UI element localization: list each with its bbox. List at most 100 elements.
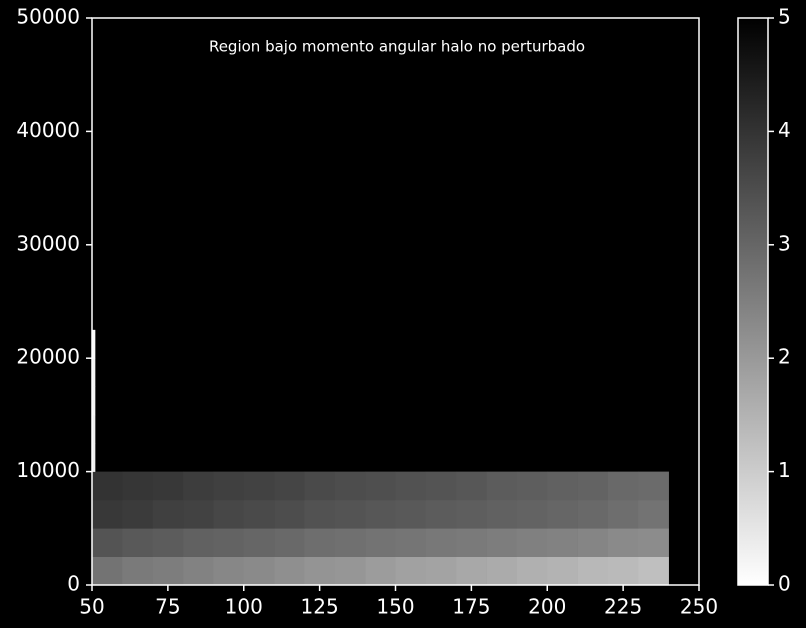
x-tick-label: 175 [452,595,490,619]
heatmap-cell [92,358,96,387]
heatmap-cell [334,471,366,501]
heatmap-cell [577,528,609,557]
heatmap-cell [547,528,578,557]
heatmap-cell [183,528,214,557]
colorbar-tick-label: 3 [778,231,791,255]
heatmap-cell [92,443,96,472]
heatmap-cell [334,528,366,557]
heatmap-cell [274,471,305,501]
heatmap-cell [425,528,457,557]
heatmap-cell [334,556,366,586]
heatmap-cell [334,499,366,529]
heatmap-cell [486,471,518,501]
x-tick-label: 100 [225,595,263,619]
y-tick-label: 0 [67,572,80,596]
heatmap-cell [638,556,669,586]
heatmap-cell [516,499,548,529]
heatmap-cell [92,329,96,359]
heatmap-cell [547,556,578,586]
heatmap-cell [395,499,427,529]
heatmap-cell [547,471,578,501]
heatmap-cell [365,471,396,501]
heatmap-cell [92,414,96,444]
heatmap-cell [425,556,457,586]
heatmap-cell [152,556,184,586]
y-tick-label: 30000 [16,231,80,255]
heatmap-cell [365,528,396,557]
heatmap-cell [425,499,457,529]
heatmap-cell [547,499,578,529]
heatmap-cell [425,471,457,501]
heatmap-cell [92,556,123,586]
heatmap-cell [577,556,609,586]
heatmap-cell [213,499,245,529]
heatmap-cell [486,528,518,557]
heatmap-cell [243,471,275,501]
heatmap-cell [456,556,487,586]
heatmap-cell [516,556,548,586]
heatmap-cell [122,471,153,501]
heatmap-cell [92,499,123,529]
heatmap-cell [152,499,184,529]
colorbar-tick-label: 0 [778,572,791,596]
y-tick-label: 20000 [16,345,80,369]
heatmap-cell [213,528,245,557]
x-tick-label: 125 [301,595,339,619]
colorbar [738,18,768,585]
heatmap-cell [607,528,639,557]
x-tick-label: 225 [604,595,642,619]
heatmap-cell [122,528,153,557]
heatmap-cell [638,528,669,557]
heatmap-cell [607,556,639,586]
colorbar-tick-label: 4 [778,118,791,142]
heatmap-cell [243,528,275,557]
colorbar-tick-label: 2 [778,345,791,369]
heatmap-cell [304,556,336,586]
x-tick-label: 50 [79,595,104,619]
heatmap-cell [516,528,548,557]
heatmap-cell [456,471,487,501]
heatmap-cell [365,556,396,586]
heatmap-cell [274,556,305,586]
heatmap-cell [365,499,396,529]
y-tick-label: 50000 [16,5,80,29]
x-tick-label: 200 [528,595,566,619]
heatmap-cell [607,471,639,501]
heatmap-cell [183,556,214,586]
heatmap-cell [274,528,305,557]
heatmap-cell [304,471,336,501]
heatmap-cell [577,471,609,501]
heatmap-cell [92,471,123,501]
heatmap-cell [395,556,427,586]
heatmap-cell [456,499,487,529]
heatmap-cell [92,386,96,416]
y-tick-label: 10000 [16,458,80,482]
heatmap-cell [638,499,669,529]
heatmap-cell [243,556,275,586]
x-tick-label: 75 [155,595,180,619]
heatmap-cell [395,528,427,557]
heatmap-cell [395,471,427,501]
x-tick-label: 250 [680,595,718,619]
colorbar-tick-label: 1 [778,458,791,482]
heatmap-cell [577,499,609,529]
heatmap-cell [638,471,669,501]
heatmap-cell [486,499,518,529]
y-tick-label: 40000 [16,118,80,142]
heatmap-cell [456,528,487,557]
heatmap-cell [152,528,184,557]
heatmap-cell [516,471,548,501]
heatmap-cell [92,528,123,557]
heatmap-cell [486,556,518,586]
heatmap-cell [213,556,245,586]
heatmap-cell [274,499,305,529]
heatmap-cell [243,499,275,529]
heatmap-cell [183,499,214,529]
colorbar-frame [737,17,769,586]
heatmap-cell [183,471,214,501]
heatmap-cell [304,528,336,557]
heatmap-cell [607,499,639,529]
heatmap-cell [152,471,184,501]
heatmap-cell [304,499,336,529]
